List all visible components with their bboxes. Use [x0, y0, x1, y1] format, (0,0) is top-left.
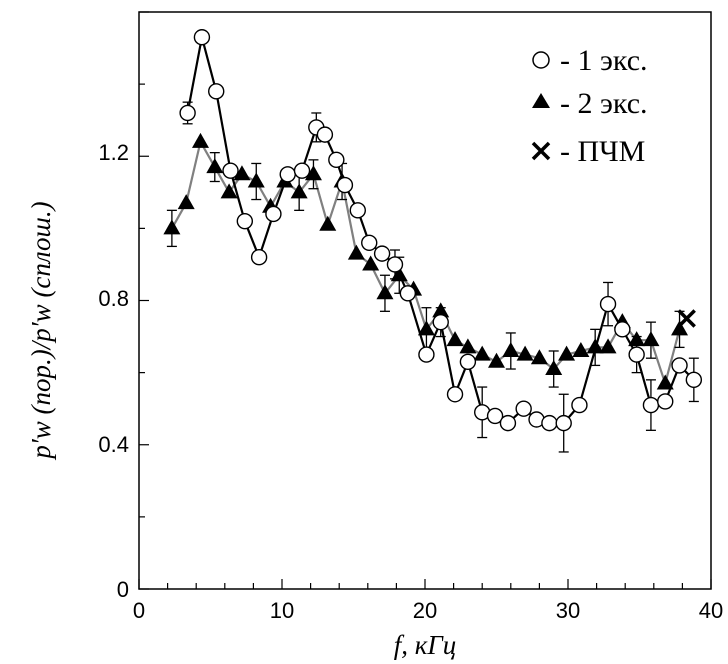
x-axis-title: f, кГц [394, 630, 457, 660]
series-2-point [446, 331, 464, 347]
x-tick-label: 0 [133, 598, 145, 623]
series-2-point [376, 284, 394, 300]
series-1-point [614, 321, 631, 338]
series-group [163, 29, 703, 453]
series-1-point [459, 353, 477, 371]
series-2-point [417, 320, 435, 336]
series-1-point [349, 202, 366, 219]
y-tick-label: 0.8 [98, 286, 129, 311]
series-1-point [541, 414, 558, 432]
series-2-point [572, 341, 590, 357]
legend-label-series-3: - ПЧМ [560, 135, 645, 168]
series-1-point [328, 151, 345, 169]
series-1-point [555, 414, 572, 432]
series-1-point [642, 396, 660, 414]
series-2-point [586, 338, 604, 354]
series-1-point [657, 393, 674, 410]
series-2-point [220, 183, 238, 199]
series-2-point [432, 302, 450, 318]
series-1-point [250, 249, 268, 266]
x-tick-label: 10 [270, 598, 294, 623]
series-1-point [685, 371, 703, 389]
series-2-point [319, 215, 337, 231]
series-1-point [208, 83, 225, 100]
series-2-point [362, 255, 380, 271]
series-2-point [488, 352, 505, 368]
series-1-point [599, 295, 617, 313]
tick-labels: 0 10 20 30 40 0 0.4 0.8 1.2 [98, 140, 723, 623]
legend-cross-marker [531, 141, 551, 161]
y-tick-label: 1.2 [98, 140, 129, 165]
series-1-point [571, 396, 588, 414]
series-2-point [473, 345, 491, 361]
series-2-point [642, 331, 660, 347]
series-2-point [247, 172, 265, 188]
series-2-point [347, 244, 365, 260]
series-2-point [459, 338, 477, 354]
x-tick-label: 20 [413, 598, 437, 623]
y-tick-label: 0.4 [98, 432, 129, 457]
x-tick-label: 40 [699, 598, 723, 623]
series-1-point [279, 166, 296, 183]
series-1-point [399, 285, 417, 302]
series-1-point [515, 400, 532, 417]
x-tick-label: 30 [556, 598, 580, 623]
series-1-point [336, 176, 354, 194]
series-2-point [502, 341, 520, 357]
series-1-point [671, 357, 688, 374]
legend: - 1 экс. - 2 экс. - ПЧМ [531, 44, 648, 168]
y-axis-title: p′w (пор.)/p′w (сплош.) [26, 201, 56, 460]
series-1-point [222, 162, 239, 179]
series-2-point [558, 345, 576, 361]
series-2-point [545, 360, 563, 376]
series-1-point [179, 104, 196, 122]
series-1-point [446, 386, 464, 403]
legend-circle-marker [532, 51, 550, 69]
series-2-point [206, 158, 224, 174]
series-2-point [233, 165, 251, 181]
series-1-point [386, 256, 404, 273]
series-3-point [677, 309, 696, 328]
series-2-point [163, 219, 181, 235]
series-1-point [373, 245, 391, 262]
series-1-point [316, 126, 334, 143]
y-tick-label: 0 [117, 577, 129, 602]
series-1-point [432, 313, 449, 331]
series-2-point [390, 266, 408, 282]
series-2-point [530, 349, 548, 365]
legend-triangle-marker [532, 93, 550, 108]
series-2-point [177, 194, 195, 210]
axis-ticks [138, 11, 712, 590]
cross-stroke [677, 309, 696, 328]
series-2-point [671, 320, 689, 336]
series-2-point [191, 132, 209, 148]
series-1-point [293, 162, 311, 179]
series-2-point [516, 345, 534, 361]
series-2-point [656, 374, 674, 390]
series-1-point [265, 205, 282, 223]
legend-label-series-2: - 2 экс. [560, 87, 648, 120]
series-1-point [236, 212, 254, 230]
series-2-point [304, 165, 322, 181]
legend-label-series-1: - 1 экс. [560, 44, 648, 77]
series-1-point [628, 346, 645, 363]
series-1-point [418, 346, 435, 363]
series-1-point [486, 407, 504, 425]
series-2-point [290, 183, 308, 199]
series-1-point [193, 29, 211, 46]
series-1-point [361, 234, 378, 252]
series-2-point [628, 331, 646, 347]
series-1-point [499, 414, 517, 432]
series-2-point [599, 338, 617, 354]
